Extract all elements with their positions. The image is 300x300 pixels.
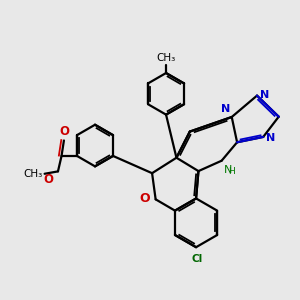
Text: H: H [228,167,235,176]
Text: N: N [221,104,230,114]
Text: O: O [44,172,54,186]
Text: CH₃: CH₃ [156,53,176,63]
Text: CH₃: CH₃ [23,169,42,179]
Text: N: N [266,133,275,142]
Text: N: N [260,90,269,100]
Text: O: O [59,125,69,138]
Text: Cl: Cl [192,254,203,264]
Text: O: O [140,192,150,205]
Text: N: N [224,165,232,175]
